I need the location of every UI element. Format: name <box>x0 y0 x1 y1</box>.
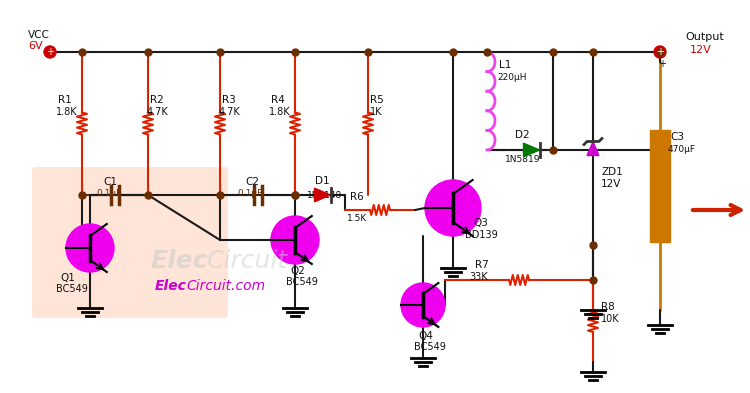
Text: Circuit: Circuit <box>207 249 288 273</box>
Polygon shape <box>314 188 331 202</box>
Text: 10K: 10K <box>601 314 619 324</box>
Circle shape <box>66 224 114 272</box>
Text: 33K: 33K <box>469 272 488 282</box>
Text: 0.1µF: 0.1µF <box>237 189 262 198</box>
Text: 1.8K: 1.8K <box>269 107 291 117</box>
Text: BC549: BC549 <box>56 284 88 294</box>
Text: 1N4148: 1N4148 <box>307 191 342 200</box>
Text: 12V: 12V <box>601 179 621 189</box>
Text: 4.7K: 4.7K <box>219 107 241 117</box>
Text: D1: D1 <box>315 176 330 186</box>
Circle shape <box>271 216 319 264</box>
Text: 220µH: 220µH <box>497 73 526 82</box>
Text: ZD1: ZD1 <box>601 167 622 177</box>
Text: 1K: 1K <box>370 107 382 117</box>
Text: 1.8K: 1.8K <box>56 107 78 117</box>
Text: BC549: BC549 <box>286 277 318 287</box>
FancyBboxPatch shape <box>32 167 228 318</box>
Text: Q4: Q4 <box>418 331 433 341</box>
Text: 1N5819: 1N5819 <box>505 155 541 164</box>
Text: L1: L1 <box>499 60 512 70</box>
Text: BC549: BC549 <box>414 342 446 352</box>
Text: 470µF: 470µF <box>668 145 696 154</box>
Text: R7: R7 <box>475 260 489 270</box>
Text: Elec: Elec <box>150 249 208 273</box>
Text: 1.5K: 1.5K <box>347 214 368 223</box>
Text: 0.1µF: 0.1µF <box>96 189 122 198</box>
Text: +: + <box>656 47 664 57</box>
Text: C1: C1 <box>103 177 117 187</box>
Text: R2: R2 <box>150 95 164 105</box>
Text: 12V: 12V <box>690 45 712 55</box>
Text: BD139: BD139 <box>465 230 498 240</box>
Text: Q1: Q1 <box>60 273 75 283</box>
Text: 4.7K: 4.7K <box>147 107 169 117</box>
Text: Circuit.com: Circuit.com <box>186 279 266 293</box>
Text: +: + <box>46 47 54 57</box>
Polygon shape <box>524 143 539 157</box>
Polygon shape <box>587 141 599 156</box>
Text: Q2: Q2 <box>290 266 304 276</box>
Text: +: + <box>658 59 666 69</box>
Text: R6: R6 <box>350 192 364 202</box>
Circle shape <box>44 46 56 58</box>
Text: D2: D2 <box>515 130 529 140</box>
Text: Q3: Q3 <box>473 218 488 228</box>
Text: Elec: Elec <box>155 279 187 293</box>
Text: VCC: VCC <box>28 30 50 40</box>
Bar <box>650 130 670 242</box>
Text: C3: C3 <box>670 132 684 142</box>
Circle shape <box>401 283 445 327</box>
Text: R1: R1 <box>58 95 72 105</box>
Text: 6V: 6V <box>28 41 43 51</box>
Text: R5: R5 <box>370 95 384 105</box>
Text: C2: C2 <box>245 177 259 187</box>
Circle shape <box>425 180 481 236</box>
Text: Output: Output <box>685 32 724 42</box>
Text: R3: R3 <box>222 95 236 105</box>
Text: R8: R8 <box>601 302 615 312</box>
Circle shape <box>654 46 666 58</box>
Text: R4: R4 <box>271 95 285 105</box>
